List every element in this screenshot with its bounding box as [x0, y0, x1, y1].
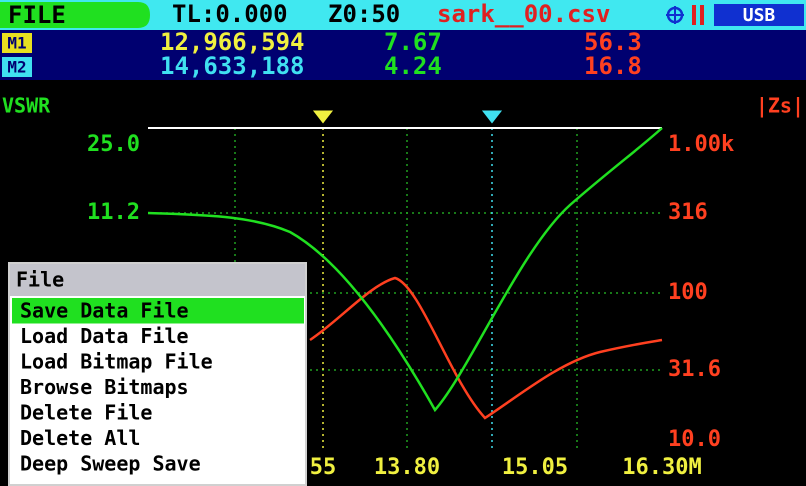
menu-item-label: Load Data File	[20, 324, 189, 348]
menu-title-bar	[10, 264, 305, 296]
left-tick-label: 11.2	[87, 200, 140, 225]
usb-badge	[714, 4, 804, 26]
menu-item[interactable]: Deep Sweep Save	[20, 451, 201, 475]
menu-item-label: Delete File	[20, 400, 152, 424]
mode-badge[interactable]	[0, 2, 150, 28]
m1-vswr: 7.67	[384, 28, 442, 56]
usb-label: USB	[743, 5, 776, 26]
mode-label: FILE	[8, 1, 66, 29]
menu-item[interactable]: Browse Bitmaps	[20, 375, 189, 399]
right-tick-label: 316	[668, 200, 708, 225]
menu-item-label: Browse Bitmaps	[20, 375, 189, 399]
right-tick-label: 31.6	[668, 357, 721, 382]
menu-item-label: Deep Sweep Save	[20, 451, 201, 475]
tl-label: TL:0.000	[172, 0, 288, 28]
x-tick-label: 13.80	[374, 455, 440, 480]
right-tick-label: 100	[668, 280, 708, 305]
file-name: sark__00.csv	[437, 0, 610, 28]
menu-item-highlight	[12, 298, 304, 324]
menu-item[interactable]: Delete File	[20, 400, 152, 424]
m1-label: M1	[7, 34, 26, 53]
right-axis-label: |Zs|	[756, 94, 804, 118]
menu-item[interactable]: Save Data File	[12, 298, 304, 324]
m2-badge	[2, 57, 32, 77]
m1-freq: 12,966,594	[160, 28, 305, 56]
menu-item-label: Load Bitmap File	[20, 349, 213, 373]
x-tick-label: 16.30M	[622, 455, 701, 480]
m2-vswr: 4.24	[384, 52, 442, 80]
z0-label: Z0:50	[328, 0, 400, 28]
pause-icon	[692, 5, 704, 25]
menu-item-label: Delete All	[20, 426, 140, 450]
right-tick-label: 10.0	[668, 427, 721, 452]
menu-item[interactable]: Load Data File	[20, 324, 189, 348]
menu-item[interactable]: Load Bitmap File	[20, 349, 213, 373]
target-icon	[666, 6, 684, 24]
vswr-trace	[147, 127, 663, 413]
m1-badge	[2, 33, 32, 53]
impedance-trace	[309, 276, 663, 420]
x-tick-label: 15.05	[502, 455, 568, 480]
marker1-flag	[312, 110, 334, 124]
menu-item-label: Save Data File	[20, 298, 189, 322]
menu-item[interactable]: Delete All	[20, 426, 140, 450]
x-tick-label: 55	[310, 455, 337, 480]
m1-z: 56.3	[584, 28, 642, 56]
m2-z: 16.8	[584, 52, 642, 80]
marker-panel	[0, 30, 806, 80]
m2-freq: 14,633,188	[160, 52, 305, 80]
left-tick-label: 25.0	[87, 132, 140, 157]
m2-label: M2	[7, 58, 26, 77]
marker2-flag	[481, 110, 503, 124]
left-axis-label: VSWR	[2, 94, 51, 118]
right-tick-label: 1.00k	[668, 132, 734, 157]
menu-title: File	[16, 268, 64, 292]
